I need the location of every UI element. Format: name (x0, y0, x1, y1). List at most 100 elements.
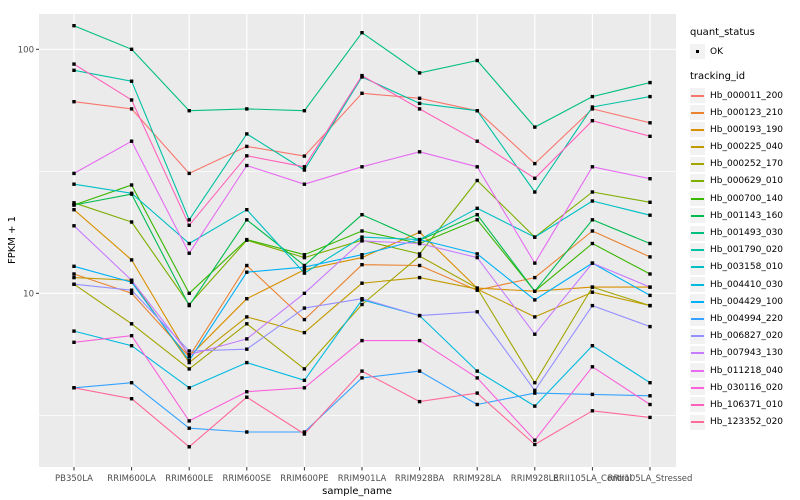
point-marker-icon (695, 49, 700, 54)
data-point (245, 218, 249, 222)
data-point (360, 369, 364, 373)
data-point (417, 107, 422, 111)
data-point (360, 235, 364, 239)
data-point (245, 360, 249, 365)
legend-item: Hb_011218_040 (690, 363, 800, 378)
data-point (302, 268, 307, 272)
legend-key-box (690, 44, 705, 59)
legend-item: Hb_000225_040 (690, 139, 800, 155)
data-point (648, 272, 652, 276)
data-point (129, 397, 134, 401)
x-tick-label: RRII105LA_Stressed (608, 474, 693, 484)
x-tick-label: RRIM600LE (165, 474, 213, 484)
data-point (360, 253, 364, 257)
data-point (648, 285, 652, 289)
data-point (533, 161, 537, 166)
data-point (129, 191, 134, 195)
data-point (360, 281, 364, 285)
data-point (302, 168, 307, 172)
data-point (417, 338, 422, 343)
data-point (187, 426, 191, 430)
data-point (187, 109, 191, 113)
data-point (245, 132, 249, 136)
data-point (245, 144, 249, 149)
legend-item: Hb_123352_020 (690, 414, 800, 430)
legend-key-box (690, 242, 705, 258)
legend-item-label: Hb_007943_130 (710, 348, 784, 359)
legend-key-box (690, 277, 705, 293)
line-swatch-icon (691, 214, 704, 217)
data-point (72, 24, 76, 28)
legend-item-label: Hb_123352_020 (710, 417, 784, 428)
data-point (129, 334, 134, 338)
data-point (533, 442, 537, 447)
line-swatch-icon (691, 386, 704, 389)
data-point (590, 241, 595, 246)
data-point (245, 163, 249, 168)
data-point (590, 365, 595, 369)
data-point (648, 255, 652, 259)
legend-item: Hb_001493_030 (690, 225, 800, 241)
legend-key-box (690, 122, 705, 138)
data-point (648, 381, 652, 385)
line-swatch-icon (691, 352, 704, 355)
data-point (187, 419, 191, 423)
data-point (360, 338, 364, 343)
data-point (245, 263, 249, 268)
x-tick-label: RRIM901LA (338, 474, 387, 484)
legend-item-label: Hb_000225_040 (710, 142, 784, 153)
line-swatch-icon (691, 197, 704, 200)
data-point (475, 218, 479, 222)
legend-item-label: Hb_000011_200 (710, 90, 784, 101)
x-tick-label: PB350LA (55, 474, 93, 484)
data-point (590, 303, 595, 308)
data-point (533, 404, 537, 408)
data-point (360, 255, 364, 260)
data-point (417, 252, 422, 256)
data-point (72, 171, 76, 176)
x-tick-label: RRIM600LA (107, 474, 156, 484)
data-point (129, 220, 134, 224)
line-swatch-icon (691, 249, 704, 252)
data-point (187, 218, 191, 222)
line-swatch-icon (691, 163, 704, 166)
line-swatch-icon (691, 335, 704, 338)
data-point (302, 271, 307, 275)
legend-key-box (690, 259, 705, 275)
data-point (129, 288, 134, 292)
data-point (475, 206, 479, 210)
data-point (533, 125, 537, 129)
data-point (648, 303, 652, 308)
data-point (590, 409, 595, 413)
data-point (417, 230, 422, 234)
data-point (187, 386, 191, 390)
x-tick-label: RRII105LA_Control (553, 474, 632, 484)
data-point (302, 432, 307, 436)
x-axis-title: sample_name (322, 486, 392, 497)
legend-item-label: Hb_004410_030 (710, 279, 784, 290)
x-tick-label: RRIM600SE (222, 474, 271, 484)
line-swatch-icon (691, 111, 704, 114)
legend-item: Hb_001143_160 (690, 208, 800, 224)
data-point (475, 178, 479, 183)
legend-item: Hb_000123_210 (690, 105, 800, 121)
line-swatch-icon (691, 369, 704, 372)
data-point (590, 190, 595, 194)
data-point (245, 270, 249, 274)
data-point (72, 264, 76, 268)
legend-item: Hb_000629_010 (690, 173, 800, 189)
data-point (417, 313, 422, 318)
data-point (129, 183, 134, 187)
data-point (648, 324, 652, 329)
y-tick-label: 100 (18, 45, 34, 55)
legend-key-box (690, 139, 705, 155)
data-point (187, 251, 191, 255)
data-point (129, 291, 134, 295)
data-point (187, 355, 191, 359)
data-point (533, 289, 537, 293)
line-swatch-icon (691, 421, 704, 424)
data-point (648, 415, 652, 420)
legend-key-box (690, 380, 705, 396)
legend-key-box (690, 191, 705, 207)
